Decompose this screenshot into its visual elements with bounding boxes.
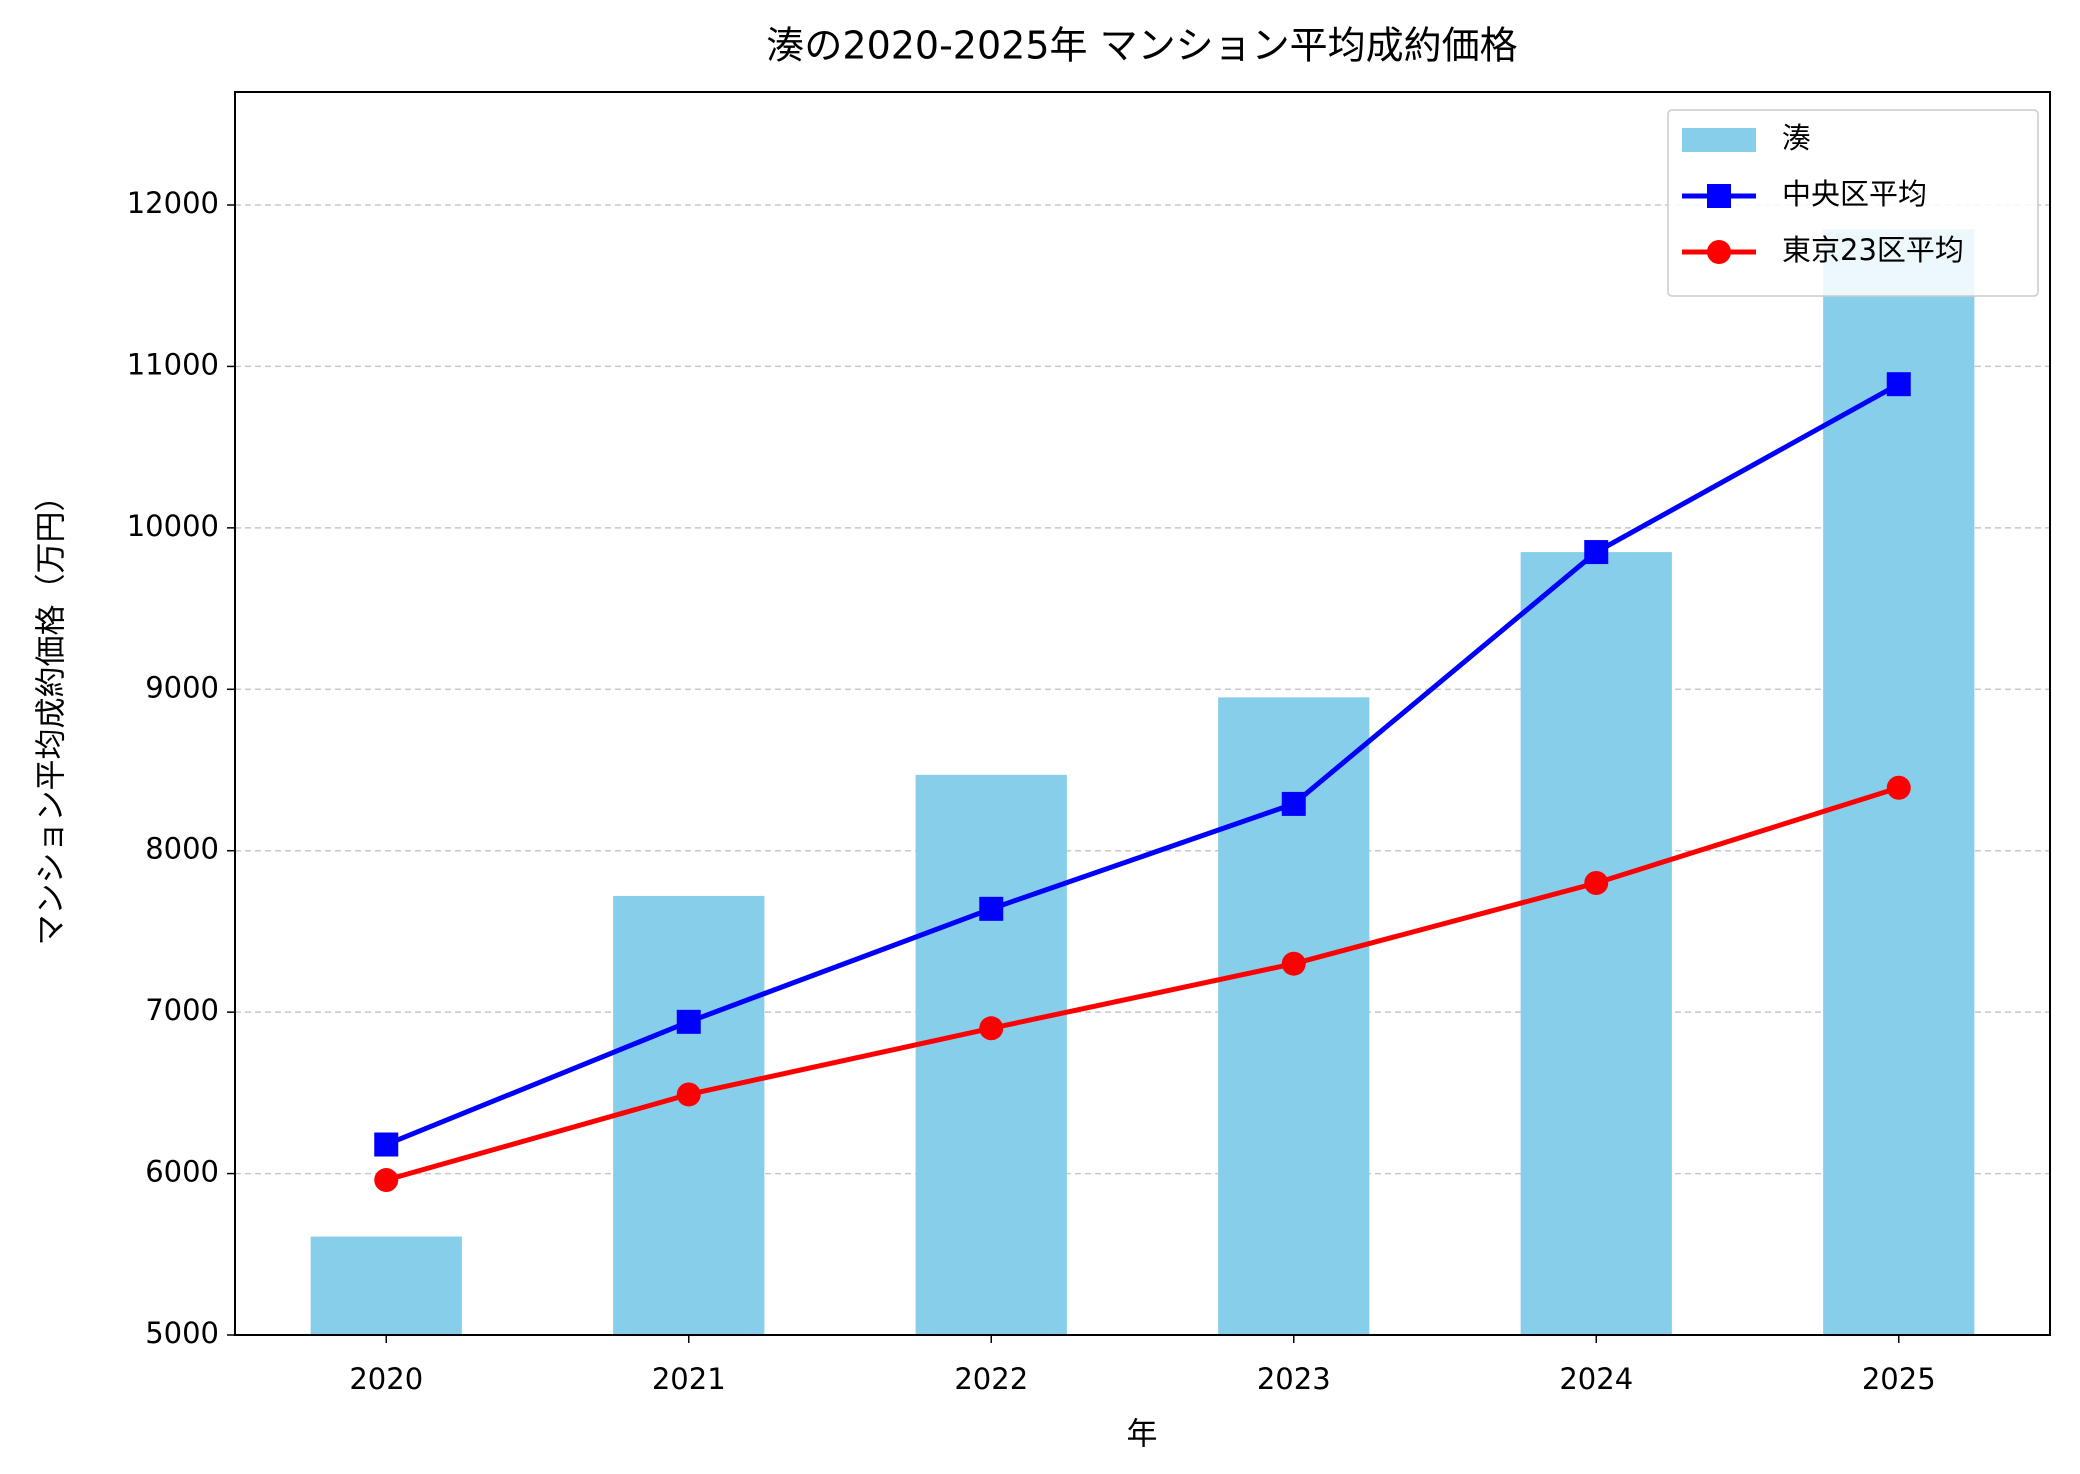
marker xyxy=(1886,372,1911,397)
bar xyxy=(310,1236,462,1335)
y-tick-label: 9000 xyxy=(145,670,219,704)
plot-frame xyxy=(234,91,2051,1336)
marker xyxy=(1281,951,1306,976)
y-tick-label: 5000 xyxy=(145,1316,219,1350)
x-axis-label: 年 xyxy=(1127,1417,1158,1453)
y-tick-label: 10000 xyxy=(127,509,219,543)
legend-marker xyxy=(1707,240,1731,264)
y-tick-label: 7000 xyxy=(145,993,219,1027)
legend-marker xyxy=(1707,184,1731,208)
x-tick-label: 2024 xyxy=(1559,1362,1633,1396)
x-tick-label: 2023 xyxy=(1257,1362,1331,1396)
marker xyxy=(1281,791,1306,816)
legend-label: 湊 xyxy=(1782,121,1811,155)
legend-label: 中央区平均 xyxy=(1782,177,1927,211)
marker xyxy=(979,896,1004,921)
legend-box xyxy=(1667,109,2039,297)
x-tick-label: 2025 xyxy=(1862,1362,1936,1396)
marker xyxy=(374,1168,399,1193)
chart-title: 湊の2020-2025年 マンション平均成約価格 xyxy=(766,24,1517,68)
y-tick-label: 12000 xyxy=(127,186,219,220)
grid xyxy=(235,204,2050,1336)
x-tick-label: 2020 xyxy=(349,1362,423,1396)
y-tick-label: 8000 xyxy=(145,832,219,866)
line xyxy=(385,785,1900,1183)
marker xyxy=(1584,540,1609,565)
legend-swatch xyxy=(1682,128,1756,152)
line xyxy=(385,381,1900,1147)
marker xyxy=(374,1132,399,1157)
x-tick-label: 2021 xyxy=(652,1362,726,1396)
marker xyxy=(1584,871,1609,895)
marker xyxy=(979,1016,1004,1041)
bar xyxy=(613,895,765,1335)
x-tick-label: 2022 xyxy=(954,1362,1028,1396)
y-tick-label: 11000 xyxy=(127,347,219,381)
marker xyxy=(1886,775,1911,800)
marker xyxy=(676,1009,701,1034)
y-tick-label: 6000 xyxy=(145,1155,219,1189)
y-axis-label: マンション平均成約価格（万円） xyxy=(34,481,70,946)
bar xyxy=(1520,552,1672,1335)
legend-label: 東京23区平均 xyxy=(1782,233,1964,267)
marker xyxy=(676,1082,701,1107)
bar xyxy=(915,774,1067,1335)
